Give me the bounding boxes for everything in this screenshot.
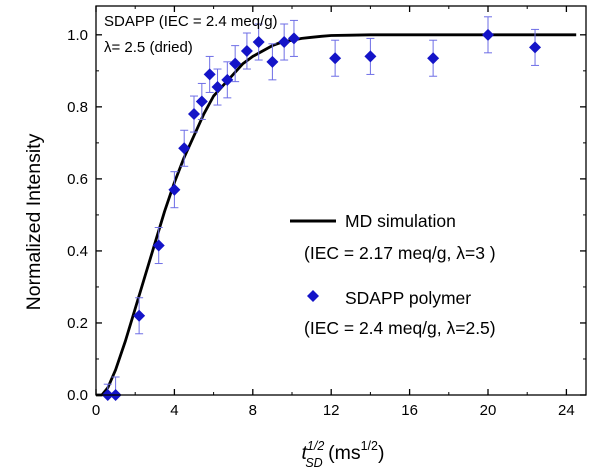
data-point: [252, 36, 265, 49]
data-point: [229, 57, 242, 70]
data-point: [287, 32, 300, 45]
y-axis-title: Normalized Intensity: [23, 133, 45, 310]
annotation-lambda: λ= 2.5 (dried): [104, 39, 193, 56]
plot-frame: [95, 5, 587, 396]
data-point: [211, 81, 224, 94]
data-point: [364, 50, 377, 63]
legend-label-md-simulation: MD simulation: [345, 211, 456, 231]
data-point: [203, 68, 216, 81]
y-tick-label: 1.0: [67, 27, 88, 44]
legend-diamond-swatch: [307, 290, 319, 302]
data-point: [529, 41, 542, 54]
legend-sublabel-sdapp-polymer: (IEC = 2.4 meq/g, λ=2.5): [304, 318, 496, 338]
data-point: [482, 28, 494, 41]
data-point: [133, 309, 146, 322]
data-point: [168, 183, 181, 196]
x-tick-label: 4: [170, 402, 178, 419]
y-tick-label: 0.4: [67, 243, 88, 260]
x-tick-label: 16: [401, 402, 418, 419]
data-point: [221, 73, 234, 86]
x-tick-label: 12: [323, 402, 340, 419]
data-point: [240, 45, 253, 58]
data-point: [329, 52, 342, 65]
legend-label-sdapp-polymer: SDAPP polymer: [345, 288, 471, 308]
data-point: [266, 55, 279, 68]
data-point: [278, 36, 291, 49]
y-tick-label: 0.2: [67, 315, 88, 332]
data-point: [427, 52, 440, 65]
x-tick-label: 8: [249, 402, 257, 419]
y-tick-label: 0.0: [67, 387, 88, 404]
md-simulation-line: [96, 33, 577, 397]
legend-sublabel-md-simulation: (IEC = 2.17 meq/g, λ=3 ): [304, 243, 496, 263]
legend: MD simulation (IEC = 2.17 meq/g, λ=3 ) S…: [290, 211, 496, 338]
y-tick-label: 0.8: [67, 99, 88, 116]
x-axis-title: t1/2 SD (ms1/2): [302, 439, 385, 470]
x-tick-label: 24: [558, 402, 575, 419]
x-tick-label: 0: [92, 402, 100, 419]
y-tick-label: 0.6: [67, 171, 88, 188]
data-point: [152, 239, 165, 252]
annotation-sample: SDAPP (IEC = 2.4 meq/g): [104, 13, 278, 30]
x-tick-label: 20: [480, 402, 497, 419]
data-point: [178, 142, 191, 155]
data-point: [188, 108, 200, 121]
data-point: [195, 95, 208, 108]
